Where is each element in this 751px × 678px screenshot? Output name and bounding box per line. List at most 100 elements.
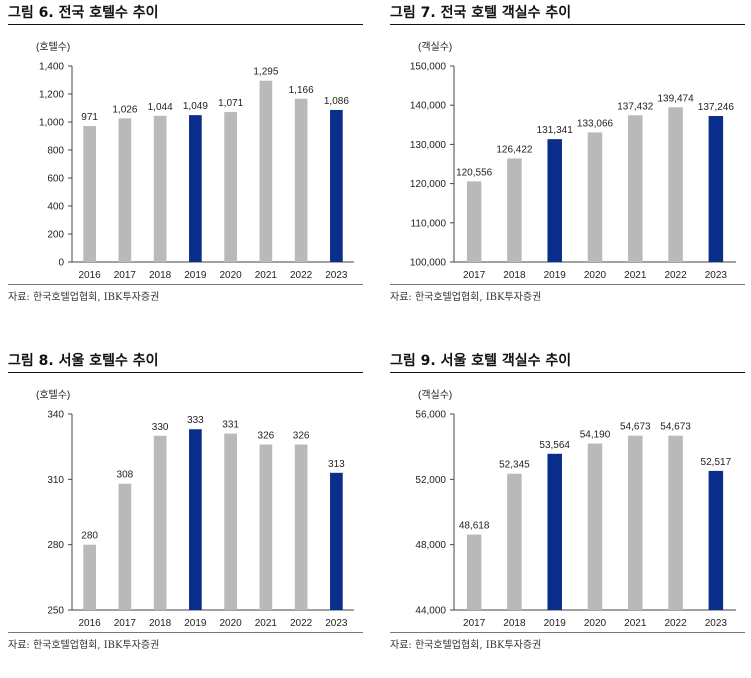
source-divider [390, 632, 745, 633]
bar-2021 [259, 444, 273, 610]
x-tick-label-2020: 2020 [584, 270, 607, 281]
y-tick-label: 120,000 [410, 179, 447, 190]
bar-2023 [330, 109, 343, 263]
bar-2018 [153, 115, 167, 262]
chart-title: 그림 6. 전국 호텔수 추이 [8, 5, 159, 21]
y-tick-label: 1,000 [39, 118, 64, 129]
chart-panel-national-room-count: 그림 7. 전국 호텔 객실수 추이 (객실수) 100,000 110,000 12… [390, 0, 750, 330]
title-divider [390, 24, 745, 25]
x-tick-label-2021: 2021 [255, 270, 278, 281]
bar-2020 [224, 112, 237, 262]
x-tick-label-2022: 2022 [664, 618, 687, 629]
x-tick-label-2017: 2017 [114, 618, 137, 629]
x-tick-label-2017: 2017 [463, 270, 486, 281]
data-label-2020: 54,190 [580, 430, 611, 441]
bar-2023 [708, 115, 724, 262]
y-axis-unit-label: (객실수) [418, 41, 452, 53]
x-tick-label-2021: 2021 [624, 270, 647, 281]
data-label-2021: 137,432 [617, 101, 654, 112]
bar-2018 [153, 435, 167, 610]
x-tick-label-2023: 2023 [705, 618, 728, 629]
data-label-2017: 1,026 [112, 104, 137, 115]
data-label-2022: 54,673 [660, 422, 691, 433]
x-tick-label-2021: 2021 [255, 618, 278, 629]
data-label-2019: 131,341 [537, 125, 574, 136]
x-tick-label-2017: 2017 [114, 270, 137, 281]
x-tick-label-2018: 2018 [503, 270, 526, 281]
y-tick-label: 1,400 [39, 62, 64, 73]
data-label-2023: 137,246 [698, 102, 735, 113]
bar-2017 [118, 483, 132, 610]
data-label-2020: 1,071 [218, 98, 243, 109]
y-tick-label: 0 [58, 258, 64, 269]
y-tick-label: 600 [47, 174, 64, 185]
chart-title: 그림 7. 전국 호텔 객실수 추이 [390, 5, 572, 21]
chart-title: 그림 8. 서울 호텔수 추이 [8, 353, 159, 369]
y-axis-unit-label: (호텔수) [36, 389, 70, 401]
bar-chart: (객실수) 44,000 48,000 52,000 56,000 48,618 2017 5… [415, 389, 736, 629]
y-tick-label: 340 [47, 410, 64, 421]
data-label-2023: 52,517 [701, 457, 732, 468]
x-tick-label-2021: 2021 [624, 618, 647, 629]
data-label-2021: 1,295 [253, 67, 278, 78]
data-label-2016: 280 [81, 531, 98, 542]
data-label-2018: 52,345 [499, 460, 530, 471]
y-tick-label: 310 [47, 475, 64, 486]
x-tick-label-2016: 2016 [79, 270, 102, 281]
y-tick-label: 400 [47, 202, 64, 213]
x-tick-label-2019: 2019 [544, 618, 567, 629]
bar-2022 [668, 107, 683, 262]
y-tick-label: 800 [47, 146, 64, 157]
x-tick-label-2018: 2018 [149, 618, 172, 629]
source-note: 자료: 한국호텔업협회, IBK투자증권 [390, 640, 542, 651]
x-tick-label-2022: 2022 [290, 270, 313, 281]
x-tick-label-2019: 2019 [184, 618, 207, 629]
data-label-2017: 120,556 [456, 167, 493, 178]
bar-2022 [668, 435, 683, 610]
x-tick-label-2020: 2020 [220, 270, 243, 281]
x-tick-label-2019: 2019 [184, 270, 207, 281]
data-label-2022: 139,474 [657, 93, 694, 104]
y-tick-label: 44,000 [415, 606, 446, 617]
bar-chart: (객실수) 100,000 110,000 120,000 130,000 140,000… [410, 41, 736, 281]
y-tick-label: 56,000 [415, 410, 446, 421]
bar-chart: (호텔수) 0 200 400 600 800 1,000 1,200 1,400 971 2016… [36, 41, 354, 281]
bar-2018 [507, 158, 522, 262]
y-tick-label: 52,000 [415, 475, 446, 486]
bar-2020 [587, 132, 603, 262]
y-axis-unit-label: (객실수) [418, 389, 452, 401]
data-label-2016: 971 [81, 112, 98, 123]
title-divider [8, 372, 363, 373]
source-divider [8, 632, 363, 633]
x-tick-label-2018: 2018 [149, 270, 172, 281]
y-tick-label: 48,000 [415, 540, 446, 551]
y-tick-label: 100,000 [410, 258, 447, 269]
bar-2017 [466, 534, 482, 610]
bar-2017 [466, 181, 482, 262]
y-tick-label: 140,000 [410, 101, 447, 112]
title-divider [8, 24, 363, 25]
bar-2018 [507, 473, 522, 610]
data-label-2018: 330 [152, 422, 169, 433]
bar-2021 [628, 435, 643, 610]
bar-2019 [189, 429, 202, 610]
x-tick-label-2016: 2016 [79, 618, 102, 629]
data-label-2021: 326 [258, 430, 275, 441]
data-label-2020: 133,066 [577, 118, 614, 129]
bar-2016 [83, 126, 96, 262]
bar-2020 [224, 433, 237, 610]
y-tick-label: 150,000 [410, 62, 447, 73]
chart-panel-seoul-room-count: 그림 9. 서울 호텔 객실수 추이 (객실수) 44,000 48,000 52,0… [390, 348, 750, 678]
data-label-2017: 48,618 [459, 521, 490, 532]
y-tick-label: 280 [47, 540, 64, 551]
bar-2021 [259, 80, 273, 262]
data-label-2019: 53,564 [539, 440, 570, 451]
data-label-2018: 126,422 [496, 144, 533, 155]
data-label-2023: 1,086 [324, 96, 349, 107]
data-label-2018: 1,044 [148, 102, 173, 113]
y-tick-label: 1,200 [39, 90, 64, 101]
source-note: 자료: 한국호텔업협회, IBK투자증권 [390, 292, 542, 303]
x-tick-label-2023: 2023 [705, 270, 728, 281]
bar-2019 [189, 115, 202, 262]
x-tick-label-2023: 2023 [325, 270, 348, 281]
